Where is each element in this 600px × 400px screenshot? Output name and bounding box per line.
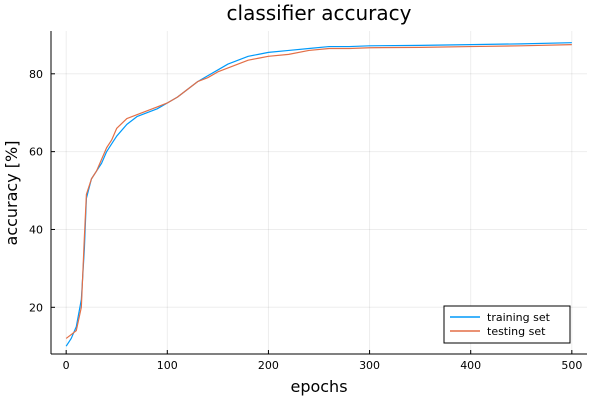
y-axis-label: accuracy [%] <box>2 141 21 246</box>
y-tick-label: 20 <box>29 301 43 314</box>
x-tick-label: 500 <box>561 359 582 372</box>
axes <box>50 31 587 355</box>
legend-box <box>443 305 571 344</box>
y-tick-label: 60 <box>29 146 43 159</box>
tick-labels: 0 100 200 300 400 500 20 40 60 80 <box>29 68 582 372</box>
x-tick-label: 0 <box>63 359 70 372</box>
legend-entry-label: training set <box>487 311 551 324</box>
grid-lines <box>51 31 587 354</box>
x-tick-label: 300 <box>359 359 380 372</box>
legend-entry-label: testing set <box>487 325 546 338</box>
series-lines <box>65 42 572 347</box>
x-tick-label: 200 <box>258 359 279 372</box>
x-tick-label: 100 <box>157 359 178 372</box>
chart-title: classifier accuracy <box>227 1 412 25</box>
y-tick-label: 80 <box>29 68 43 81</box>
x-axis-label: epochs <box>290 377 347 396</box>
series-line-testing-set <box>65 44 572 339</box>
y-tick-label: 40 <box>29 223 43 236</box>
series-line-training-set <box>65 42 572 347</box>
x-tick-label: 400 <box>460 359 481 372</box>
